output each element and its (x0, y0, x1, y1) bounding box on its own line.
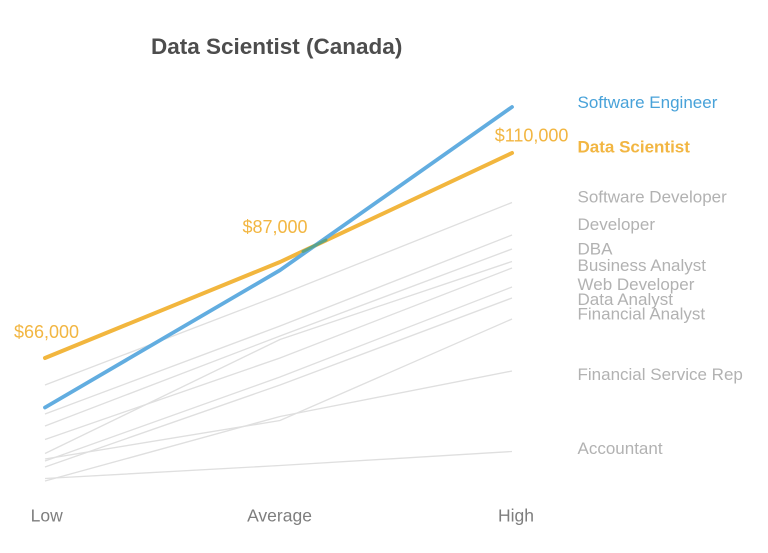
svg-text:High: High (498, 506, 534, 526)
svg-text:Data Scientist: Data Scientist (578, 138, 691, 157)
svg-text:Business Analyst: Business Analyst (578, 256, 707, 275)
svg-text:Accountant: Accountant (578, 439, 663, 458)
svg-text:Software Engineer: Software Engineer (578, 93, 718, 112)
svg-text:Developer: Developer (578, 215, 656, 234)
svg-text:Average: Average (247, 506, 312, 526)
svg-text:DBA: DBA (578, 240, 614, 259)
svg-text:$110,000: $110,000 (495, 126, 569, 146)
svg-text:Software Developer: Software Developer (578, 188, 728, 207)
svg-text:Data Analyst: Data Analyst (578, 290, 674, 309)
svg-text:Data Scientist (Canada): Data Scientist (Canada) (151, 34, 402, 59)
svg-text:Financial Service Rep: Financial Service Rep (578, 365, 743, 384)
svg-text:$66,000: $66,000 (14, 322, 79, 342)
svg-text:Web Developer: Web Developer (578, 275, 695, 294)
svg-text:Financial Analyst: Financial Analyst (578, 304, 706, 323)
svg-text:$87,000: $87,000 (243, 217, 308, 237)
svg-text:Low: Low (31, 506, 63, 526)
